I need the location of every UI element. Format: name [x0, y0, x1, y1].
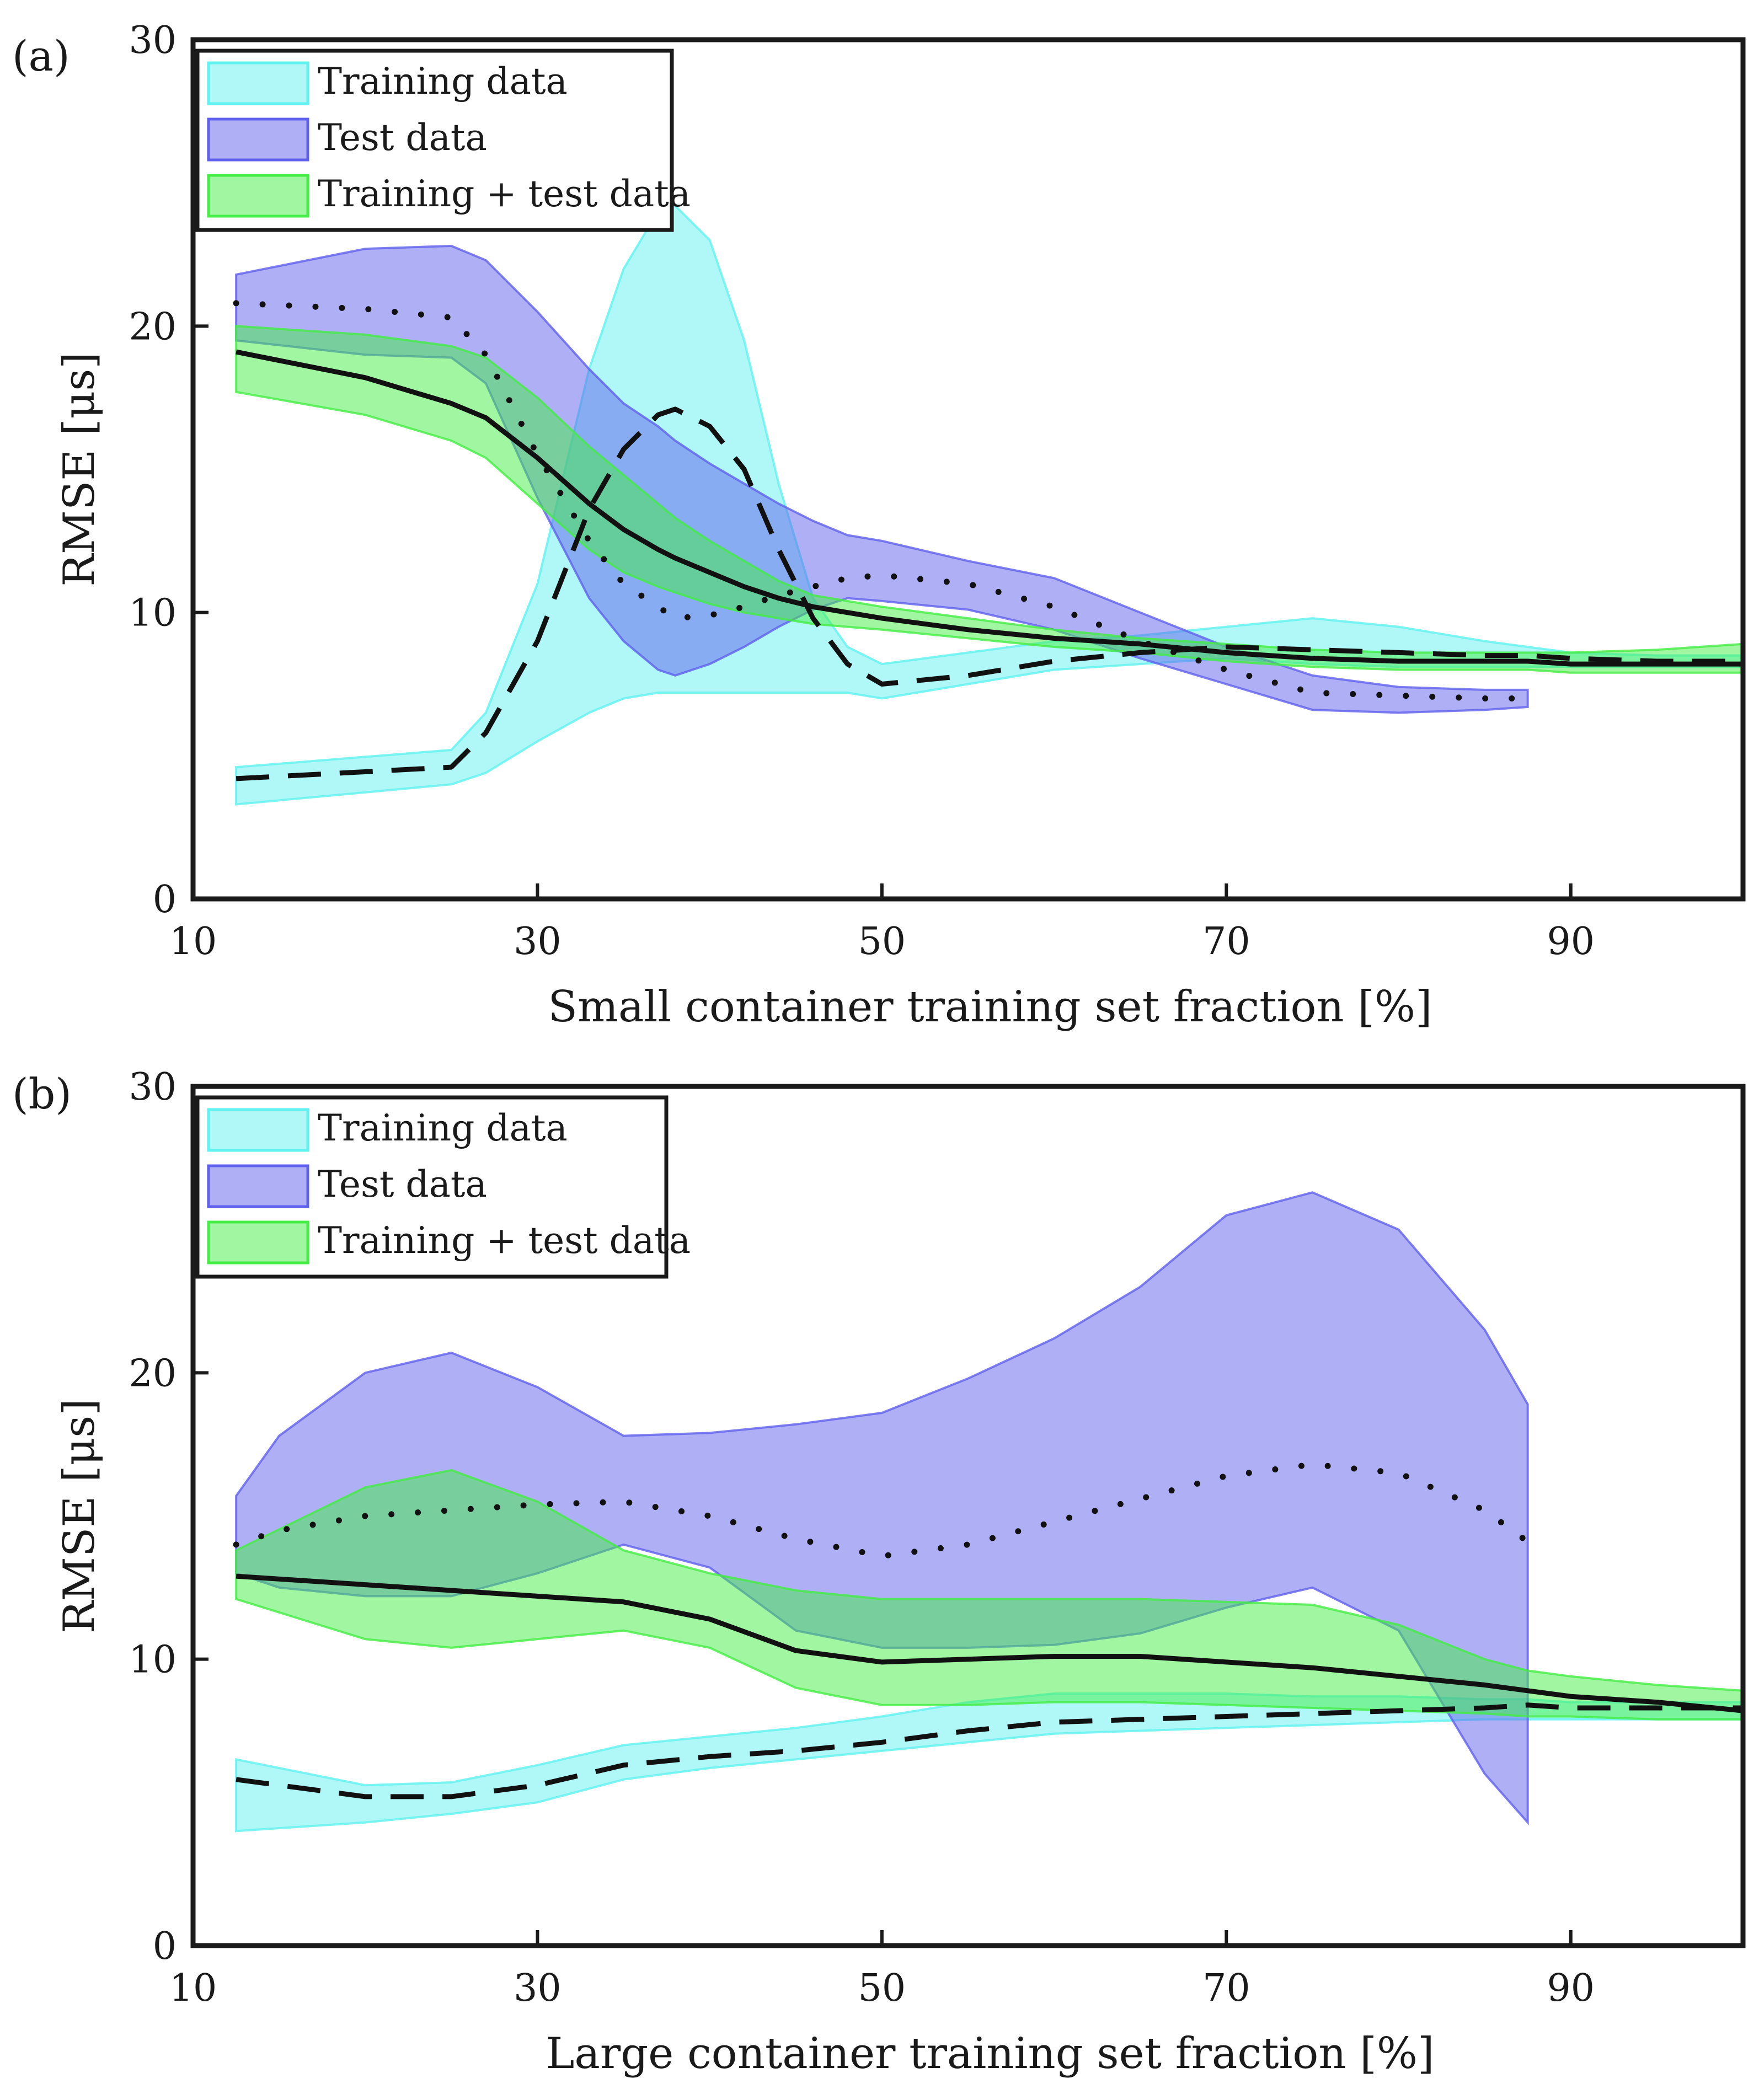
y-tick-label: 20	[129, 305, 177, 349]
legend-label-combined: Training + test data	[318, 173, 691, 215]
legend-swatch-combined	[208, 175, 308, 216]
y-tick-label: 30	[129, 19, 177, 62]
legend-swatch-test	[208, 1166, 308, 1207]
legend-label-test: Test data	[318, 116, 487, 159]
panel-a-bands	[236, 206, 1743, 804]
y-tick-label: 10	[129, 1638, 177, 1682]
x-tick-label: 70	[1202, 920, 1250, 963]
x-tick-label: 30	[514, 920, 562, 963]
band-combined	[236, 326, 1743, 672]
y-tick-label: 30	[129, 1065, 177, 1109]
y-tick-label: 0	[153, 878, 177, 922]
panel-a-label: (a)	[12, 31, 70, 81]
legend-label-test: Test data	[318, 1163, 487, 1206]
legend-label-training: Training data	[318, 1107, 568, 1149]
legend-swatch-training	[208, 1110, 308, 1150]
x-tick-label: 10	[169, 920, 217, 963]
y-tick-label: 10	[129, 592, 177, 635]
panel-b-legend: Training data Test data Training + test …	[197, 1097, 691, 1277]
y-tick-label: 20	[129, 1352, 177, 1395]
y-tick-label: 0	[153, 1925, 177, 1968]
x-tick-label: 50	[858, 920, 906, 963]
panel-a-y-axis-label: RMSE [μs]	[55, 352, 104, 586]
panel-a-x-axis-label: Small container training set fraction [%…	[548, 982, 1432, 1032]
legend-swatch-test	[208, 119, 308, 160]
panel-b-x-axis-label: Large container training set fraction [%…	[546, 2029, 1435, 2078]
x-tick-label: 50	[858, 1967, 906, 2010]
x-tick-label: 10	[169, 1967, 217, 2010]
panel-b-y-axis-label: RMSE [μs]	[55, 1399, 104, 1633]
x-tick-label: 70	[1202, 1967, 1250, 2010]
x-tick-label: 30	[514, 1967, 562, 2010]
legend-label-combined: Training + test data	[318, 1219, 691, 1262]
x-tick-label: 90	[1547, 920, 1595, 963]
legend-swatch-combined	[208, 1222, 308, 1263]
figure: 10 30 50 70 900102030 (a) Small container tr…	[0, 0, 1759, 2100]
x-tick-label: 90	[1547, 1967, 1595, 2010]
panel-b-label: (b)	[12, 1069, 72, 1118]
legend-label-training: Training data	[318, 60, 568, 103]
legend-swatch-training	[208, 63, 308, 104]
panel-b-bands	[236, 1192, 1743, 1831]
panel-a-legend: Training data Test data Training + test …	[197, 51, 691, 230]
